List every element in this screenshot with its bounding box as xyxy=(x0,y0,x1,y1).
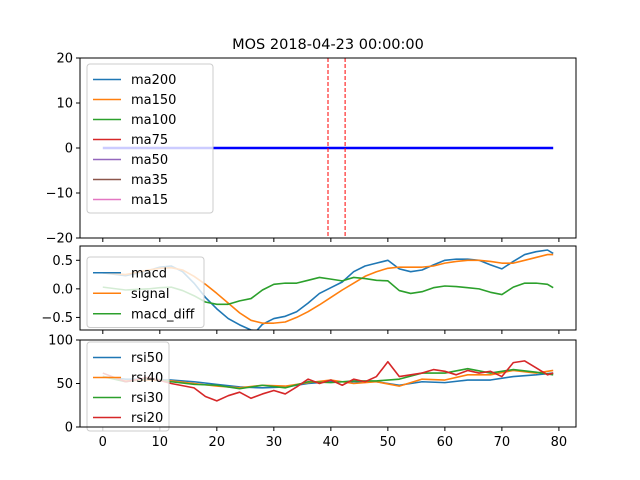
macd-legend-label-macd: macd xyxy=(131,266,167,281)
moving-average-legend: ma200 ma150 ma100 ma75 ma50 ma35 ma15 xyxy=(86,63,214,214)
ma-legend-label-ma150: ma150 xyxy=(131,93,176,108)
ma-legend-label-ma75: ma75 xyxy=(131,133,168,148)
rsi-legend: rsi50 rsi40 rsi30 rsi20 xyxy=(86,341,170,432)
macd-axes-frame xyxy=(79,245,577,331)
rsi-x-tick-label: 60 xyxy=(437,435,454,450)
rsi-y-tick-label: 0 xyxy=(65,421,73,436)
rsi-legend-label-rsi20: rsi20 xyxy=(131,411,163,426)
ma-y-tick-label: 0 xyxy=(65,142,73,157)
rsi-series-rsi20-line xyxy=(102,360,554,402)
macd-panel: −0.5 0.0 0.5 macd signal macd_diff xyxy=(41,245,577,334)
ma-y-tick-label: −10 xyxy=(46,187,73,202)
ma-y-tick-label: −20 xyxy=(46,232,73,247)
rsi-x-tick-label: 0 xyxy=(99,435,107,450)
rsi-x-tick-label: 80 xyxy=(551,435,568,450)
rsi-x-tick-label: 40 xyxy=(323,435,340,450)
rsi-series-rsi30-line xyxy=(102,367,554,390)
macd-y-tick-label: 0.5 xyxy=(52,254,73,269)
rsi-axes-frame xyxy=(79,339,577,428)
rsi-legend-label-rsi30: rsi30 xyxy=(131,391,163,406)
macd-y-tick-label: −0.5 xyxy=(41,311,73,326)
ma-legend-box xyxy=(86,63,214,214)
rsi-legend-box xyxy=(86,341,170,432)
chart-title: MOS 2018-04-23 00:00:00 xyxy=(232,37,424,53)
rsi-x-tick-label: 30 xyxy=(266,435,283,450)
macd-legend-box xyxy=(86,256,205,328)
ma-y-tick-label: 20 xyxy=(56,52,73,67)
rsi-x-tick-label: 20 xyxy=(209,435,226,450)
rsi-x-tick-label: 70 xyxy=(494,435,511,450)
rsi-y-tick-label: 50 xyxy=(56,377,73,392)
rsi-x-tick-label: 10 xyxy=(152,435,169,450)
rsi-y-tick-label: 100 xyxy=(48,334,73,349)
rsi-series-rsi50-line xyxy=(102,372,554,389)
ma-legend-label-ma50: ma50 xyxy=(131,153,168,168)
rsi-panel: 0 50 100 0 10 20 30 40 50 60 70 80 rsi50 rsi40 rsi30… xyxy=(48,334,577,450)
rsi-legend-label-rsi50: rsi50 xyxy=(131,351,163,366)
ma-legend-label-ma15: ma15 xyxy=(131,193,168,208)
ma-legend-label-ma100: ma100 xyxy=(131,113,176,128)
macd-legend-label-signal: signal xyxy=(131,287,169,302)
ma-y-tick-label: 10 xyxy=(56,97,73,112)
ma-legend-label-ma200: ma200 xyxy=(131,73,176,88)
macd-legend: macd signal macd_diff xyxy=(86,256,205,328)
rsi-legend-label-rsi40: rsi40 xyxy=(131,371,163,386)
rsi-x-tick-label: 50 xyxy=(380,435,397,450)
moving-average-axes-frame xyxy=(79,57,577,239)
ma-legend-label-ma35: ma35 xyxy=(131,173,168,188)
macd-y-tick-label: 0.0 xyxy=(52,282,73,297)
macd-legend-label-macd-diff: macd_diff xyxy=(131,307,195,322)
